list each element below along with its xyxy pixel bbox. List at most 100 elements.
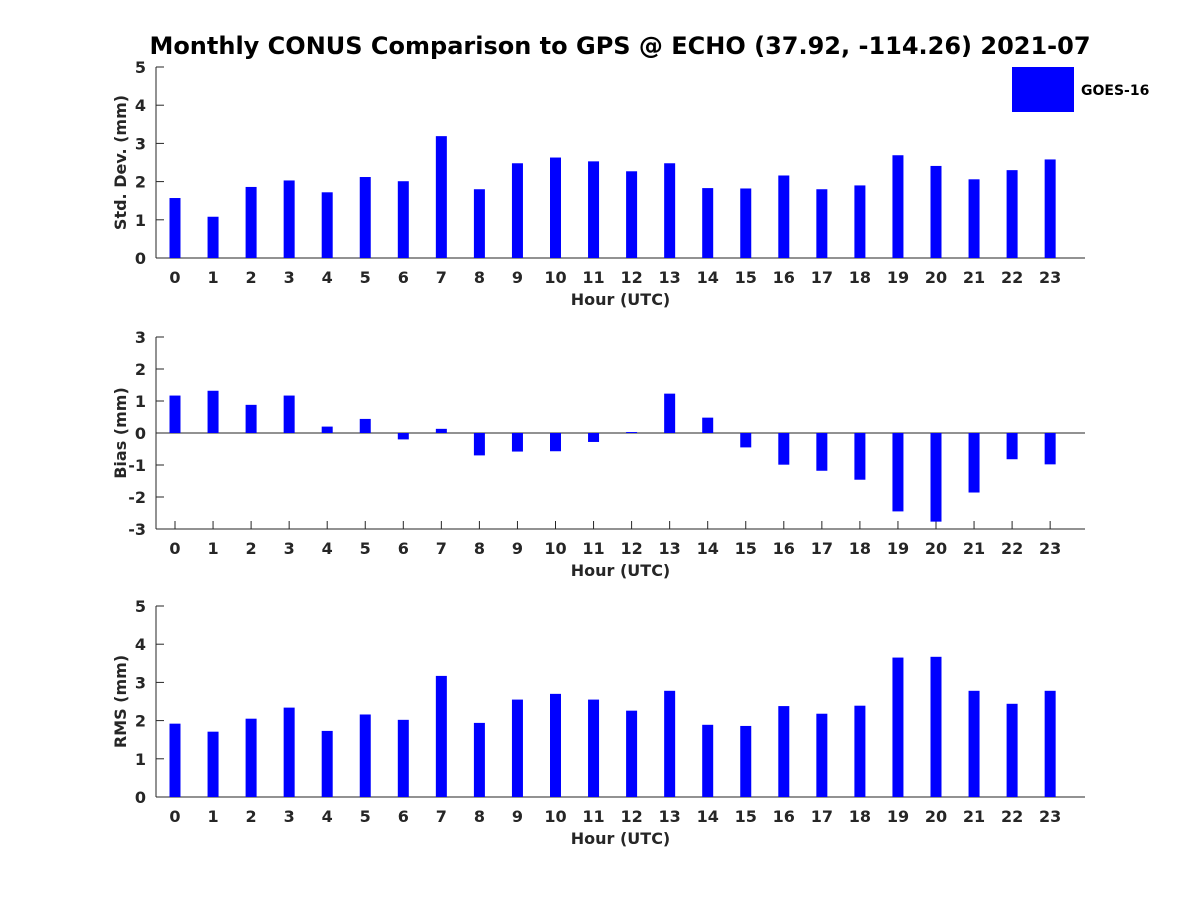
bar: [550, 433, 561, 452]
x-tick-label: 16: [773, 268, 795, 287]
bar: [435, 675, 447, 797]
chart-title: Monthly CONUS Comparison to GPS @ ECHO (…: [149, 32, 1090, 60]
x-tick-label: 23: [1039, 807, 1061, 826]
bar: [1006, 703, 1018, 797]
x-tick-label: 18: [849, 539, 871, 558]
bar: [702, 417, 714, 433]
x-tick-label: 4: [322, 539, 333, 558]
x-tick-label: 13: [659, 539, 681, 558]
y-axis-label: RMS (mm): [111, 655, 130, 748]
bar: [968, 433, 980, 493]
bar: [397, 181, 409, 258]
bar: [702, 188, 714, 258]
bar: [778, 433, 790, 465]
x-tick-label: 15: [735, 807, 757, 826]
x-tick-label: 17: [811, 807, 833, 826]
bar: [359, 177, 371, 258]
y-tick-label: -3: [128, 520, 146, 539]
x-tick-label: 20: [925, 268, 947, 287]
legend[interactable]: GOES-16: [1012, 67, 1149, 112]
x-tick-label: 8: [474, 539, 485, 558]
x-axis-label: Hour (UTC): [571, 829, 671, 848]
bar: [283, 707, 295, 797]
bar: [968, 690, 980, 797]
bar: [930, 656, 942, 797]
y-tick-label: 0: [135, 249, 146, 268]
bar: [588, 433, 600, 442]
bar: [930, 165, 942, 258]
bar: [702, 724, 714, 797]
x-tick-label: 6: [398, 268, 409, 287]
bar: [854, 433, 866, 480]
y-tick-label: 1: [135, 750, 146, 769]
x-tick-label: 19: [887, 539, 909, 558]
x-tick-label: 7: [436, 539, 447, 558]
x-tick-label: 17: [811, 268, 833, 287]
x-tick-label: 9: [512, 807, 523, 826]
x-tick-label: 2: [246, 539, 257, 558]
x-tick-label: 3: [284, 539, 295, 558]
x-tick-label: 11: [582, 539, 604, 558]
x-tick-label: 3: [284, 807, 295, 826]
y-axis-label: Bias (mm): [111, 387, 130, 479]
x-tick-label: 0: [169, 807, 180, 826]
x-tick-label: 1: [207, 539, 218, 558]
x-tick-label: 8: [474, 807, 485, 826]
y-tick-label: 5: [135, 58, 146, 77]
x-tick-label: 18: [849, 807, 871, 826]
x-tick-label: 5: [360, 539, 371, 558]
y-tick-label: 0: [135, 788, 146, 807]
x-tick-label: 12: [620, 539, 642, 558]
y-tick-label: 5: [135, 597, 146, 616]
bar: [321, 730, 333, 797]
bar: [664, 393, 676, 433]
bar: [550, 157, 561, 258]
bar: [816, 713, 828, 797]
x-tick-label: 14: [697, 807, 719, 826]
x-tick-label: 15: [735, 539, 757, 558]
y-tick-label: 4: [135, 635, 146, 654]
bar: [626, 171, 638, 258]
bar: [245, 404, 257, 433]
y-tick-label: 4: [135, 96, 146, 115]
bar: [397, 719, 409, 797]
y-axis-label: Std. Dev. (mm): [111, 95, 130, 230]
x-tick-label: 16: [773, 539, 795, 558]
x-tick-label: 20: [925, 539, 947, 558]
bar: [626, 710, 638, 797]
y-tick-label: 3: [135, 328, 146, 347]
bar: [588, 699, 600, 797]
bar: [169, 723, 181, 797]
bar: [854, 185, 866, 258]
bar: [1044, 433, 1056, 465]
x-tick-label: 22: [1001, 268, 1023, 287]
bar: [359, 418, 371, 433]
x-tick-label: 18: [849, 268, 871, 287]
y-tick-label: 3: [135, 134, 146, 153]
x-tick-label: 5: [360, 807, 371, 826]
x-tick-label: 3: [284, 268, 295, 287]
x-tick-label: 10: [544, 807, 566, 826]
bar: [321, 192, 333, 258]
bar: [473, 433, 485, 456]
bar: [1044, 159, 1056, 258]
bar: [435, 136, 447, 258]
bar: [473, 189, 485, 258]
bar: [778, 706, 790, 797]
x-tick-label: 21: [963, 268, 985, 287]
x-tick-label: 22: [1001, 807, 1023, 826]
bar: [550, 693, 561, 797]
bar: [435, 428, 447, 433]
x-tick-label: 23: [1039, 268, 1061, 287]
x-tick-label: 7: [436, 807, 447, 826]
y-tick-label: 2: [135, 360, 146, 379]
bar: [930, 433, 942, 522]
y-tick-label: 1: [135, 392, 146, 411]
x-tick-label: 2: [246, 807, 257, 826]
bar: [169, 198, 181, 258]
x-tick-label: 2: [246, 268, 257, 287]
x-tick-label: 8: [474, 268, 485, 287]
